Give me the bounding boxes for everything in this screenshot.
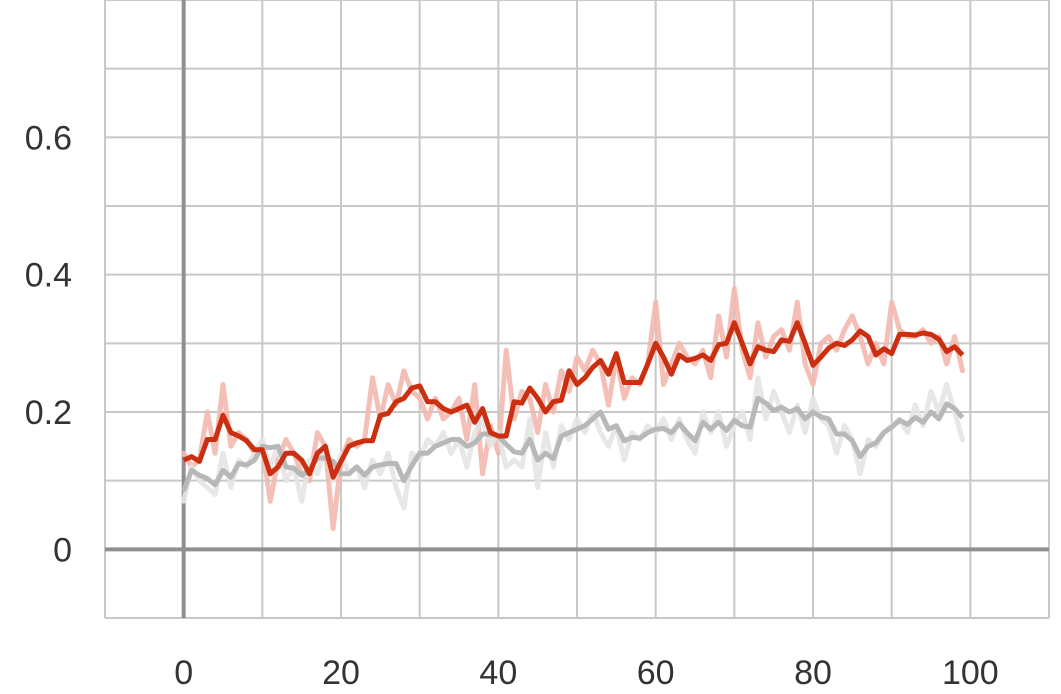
- x-tick-label: 0: [174, 654, 193, 692]
- series-2-raw-line: [181, 375, 965, 511]
- x-tick-label: 100: [942, 654, 999, 692]
- y-tick-label: 0.4: [25, 257, 72, 295]
- x-tick-label: 60: [637, 654, 675, 692]
- smoothed-series-lines: [181, 320, 965, 492]
- series-1-smoothed-line: [182, 320, 965, 480]
- x-tick-label: 80: [794, 654, 832, 692]
- x-tick-label: 40: [479, 654, 517, 692]
- raw-series-lines: [181, 285, 965, 532]
- tick-labels: 0 20 40 60 80 100 0 0.2 0.4 0.6: [25, 119, 999, 692]
- y-tick-label: 0: [53, 531, 72, 569]
- y-tick-label: 0.6: [25, 119, 72, 157]
- axes: [105, 0, 1049, 618]
- x-tick-label: 20: [322, 654, 360, 692]
- y-tick-label: 0.2: [25, 394, 72, 432]
- grid: [104, 0, 1050, 619]
